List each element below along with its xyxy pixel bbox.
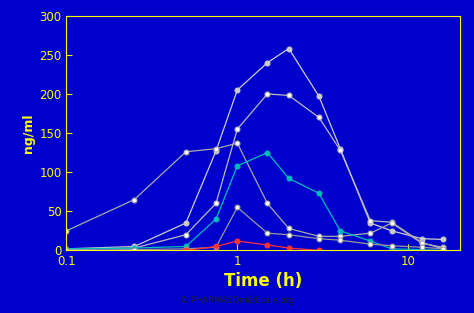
X-axis label: Time (h): Time (h) [224, 272, 302, 290]
Text: © PHARMACOmédicale.org: © PHARMACOmédicale.org [180, 296, 294, 305]
Y-axis label: ng/ml: ng/ml [22, 113, 35, 153]
